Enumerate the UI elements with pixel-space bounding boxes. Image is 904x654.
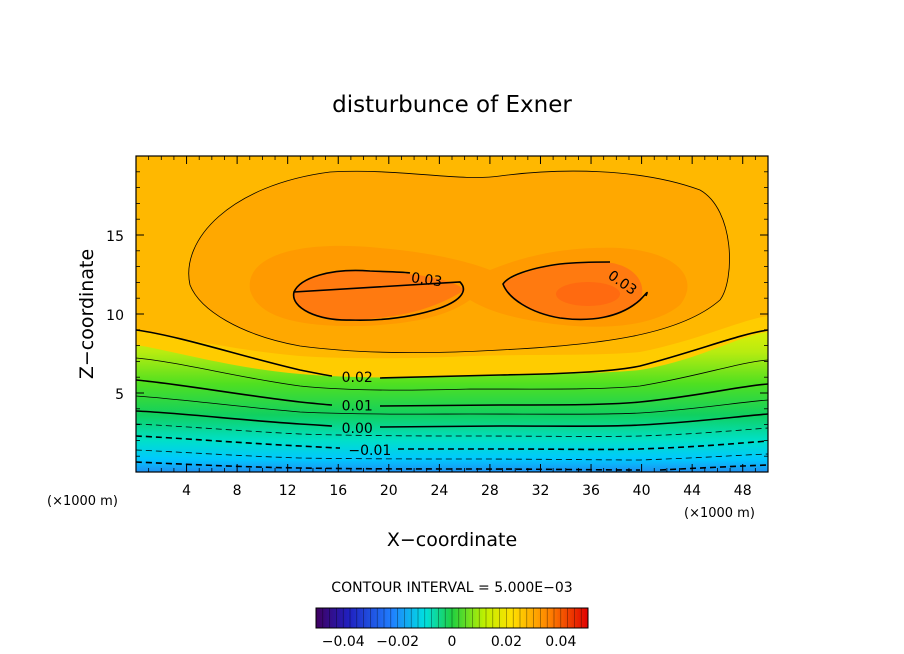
contour-label: 0.03 bbox=[410, 270, 443, 290]
contour-line-neg0.015 bbox=[136, 449, 768, 461]
contour-line-neg0.005 bbox=[136, 423, 768, 437]
colorbar-tick-label: 0.04 bbox=[545, 634, 576, 650]
contour-line-0.03-left bbox=[293, 269, 465, 321]
y-tick-label: 10 bbox=[106, 308, 124, 324]
contour-label: 0.02 bbox=[342, 370, 373, 386]
x-tick-label: 4 bbox=[182, 483, 191, 499]
colorbar: −0.04 −0.02 0 0.02 0.04 bbox=[315, 607, 589, 650]
x-tick-label: 36 bbox=[582, 483, 600, 499]
y-axis-label: Z−coordinate bbox=[76, 249, 98, 379]
filled-band-0.03 bbox=[293, 270, 465, 321]
colorbar-tick-label: 0.02 bbox=[491, 634, 522, 650]
y-tick-label: 15 bbox=[106, 229, 124, 245]
colorbar-stripes bbox=[322, 608, 582, 628]
x-tick-label: 24 bbox=[430, 483, 448, 499]
colorbar-tick-label: −0.04 bbox=[322, 634, 365, 650]
x-tick-label: 12 bbox=[279, 483, 297, 499]
contour-line-0.015 bbox=[136, 357, 768, 391]
plot-area bbox=[136, 156, 768, 472]
x-axis-label: X−coordinate bbox=[387, 529, 517, 551]
x-tick-label: 40 bbox=[633, 483, 651, 499]
contour-line-0.025 bbox=[188, 170, 730, 354]
y-tick-label: 5 bbox=[115, 387, 124, 403]
contour-interval-text: CONTOUR INTERVAL = 5.000E−03 bbox=[331, 580, 572, 596]
contour-line-0.02 bbox=[136, 329, 768, 379]
contour-line-0.00 bbox=[136, 410, 768, 428]
x-tick-label: 8 bbox=[233, 483, 242, 499]
x-tick-label: 16 bbox=[329, 483, 347, 499]
colorbar-tick-labels: −0.04 −0.02 0 0.02 0.04 bbox=[322, 634, 577, 650]
contour-line-0.005 bbox=[136, 395, 768, 415]
contour-line-neg0.01 bbox=[136, 435, 768, 451]
x-tick-label: 28 bbox=[481, 483, 499, 499]
contour-line-0.01 bbox=[136, 379, 768, 407]
contour-line-neg0.02 bbox=[136, 461, 768, 471]
x-ticks: 4 8 12 16 20 24 28 32 36 40 44 48 bbox=[148, 156, 756, 499]
x-tick-label: 44 bbox=[683, 483, 701, 499]
contour-line-0.03-right bbox=[502, 261, 648, 321]
x-unit-label-left: (×1000 m) bbox=[47, 494, 118, 509]
x-tick-label: 48 bbox=[734, 483, 752, 499]
colorbar-frame bbox=[315, 607, 589, 629]
x-tick-label: 20 bbox=[380, 483, 398, 499]
x-unit-label-right: (×1000 m) bbox=[684, 506, 755, 521]
contour-label: −0.01 bbox=[348, 443, 391, 459]
max-core bbox=[556, 282, 620, 306]
y-ticks: 5 10 15 bbox=[106, 171, 768, 457]
contour-label: 0.01 bbox=[342, 399, 373, 415]
chart-title: disturbunce of Exner bbox=[332, 92, 572, 118]
contour-label: 0.00 bbox=[342, 421, 373, 437]
colorbar-tick-label: −0.02 bbox=[376, 634, 419, 650]
x-tick-label: 32 bbox=[532, 483, 550, 499]
colorbar-tick-label: 0 bbox=[448, 634, 457, 650]
